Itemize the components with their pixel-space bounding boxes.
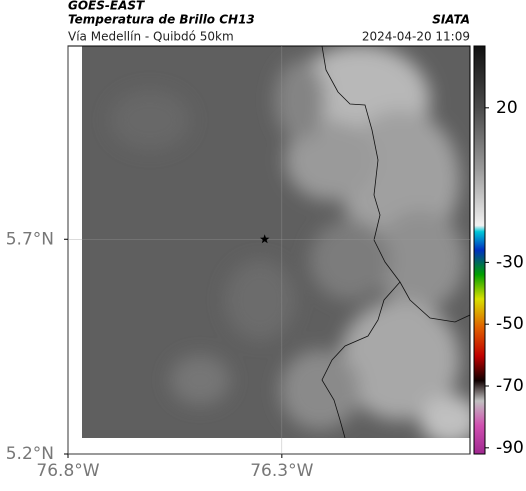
location-marker <box>260 234 270 244</box>
colorbar-tick-label: -50 <box>496 314 524 334</box>
route: Vía Medellín - Quibdó 50km <box>68 30 234 44</box>
colorbar <box>473 45 486 455</box>
satellite: GOES-EAST <box>68 0 145 13</box>
satellite-image <box>82 46 470 438</box>
x-tick-label: 76.8°W <box>36 461 99 481</box>
y-tick-label: 5.7°N <box>6 229 54 249</box>
colorbar-tick-label: -90 <box>496 438 524 458</box>
y-tick-label: 5.2°N <box>6 444 54 464</box>
colorbar-tick-label: 20 <box>496 98 518 118</box>
colorbar-tick-label: -70 <box>496 376 524 396</box>
colorbar-tick-label: -30 <box>496 252 524 272</box>
product: Temperatura de Brillo CH13 <box>68 13 255 27</box>
timestamp: 2024-04-20 11:09 <box>362 30 470 44</box>
x-tick-label: 76.3°W <box>250 461 313 481</box>
source: SIATA <box>432 13 470 27</box>
